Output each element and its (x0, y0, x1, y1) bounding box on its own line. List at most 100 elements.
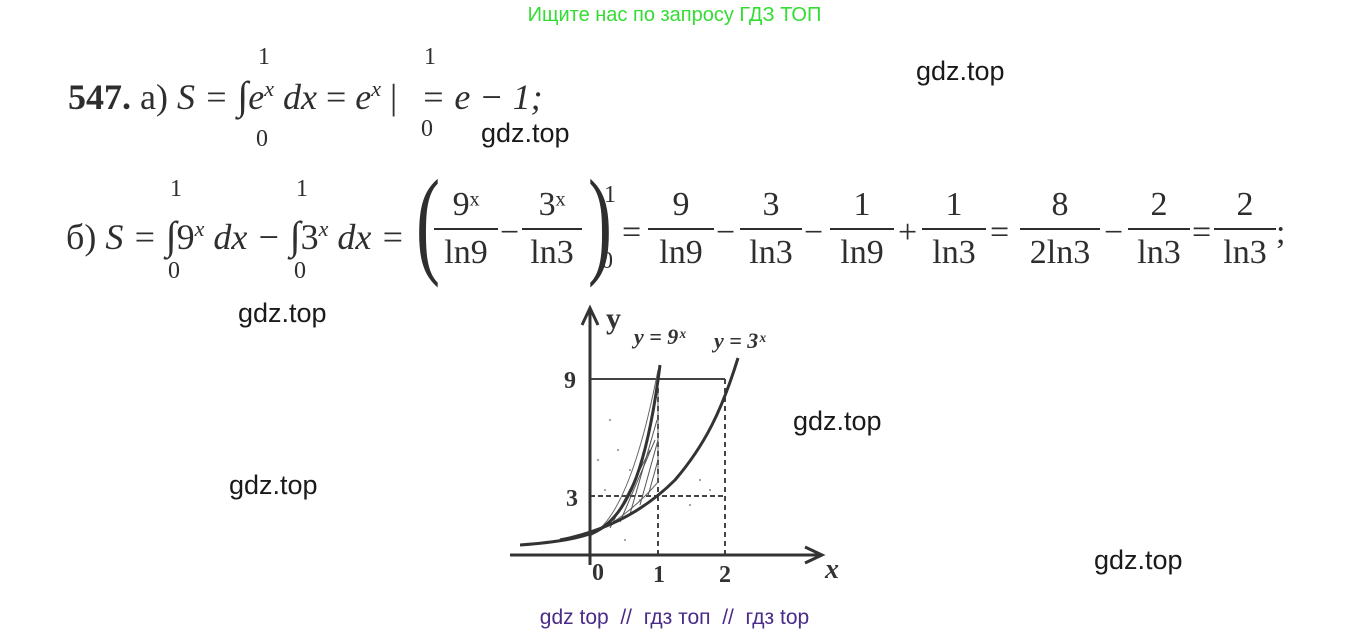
eval-bar: | (604, 214, 611, 247)
fraction: 1 ln3 (922, 186, 986, 272)
left-paren: ( (415, 155, 440, 288)
x-tick-1: 1 (653, 562, 665, 588)
axis-x-label: x (824, 554, 839, 585)
part-b-upper1: 1 (170, 176, 182, 202)
watermark: gdz.top (481, 118, 570, 148)
fraction-denominator: ln3 (932, 234, 976, 271)
fraction-denominator: ln9 (659, 234, 703, 271)
fraction-numerator: 1 (945, 186, 963, 223)
watermark: gdz.top (793, 406, 882, 436)
problem-number: 547. (68, 77, 131, 117)
part-b-dx1: dx − (213, 217, 281, 257)
part-b-sub-upper: 1 (604, 182, 616, 208)
operator: + (898, 214, 918, 251)
problem-line-b: б) S = ∫9x dx − ∫3x dx = (66, 212, 405, 259)
fraction-numerator: 3ˣ (538, 186, 566, 223)
part-a-result: = e − 1; (421, 77, 543, 117)
fraction-bar (522, 228, 582, 230)
fraction-bar (1214, 228, 1276, 230)
fraction-denominator: 2ln3 (1029, 234, 1091, 271)
fraction-bar (434, 228, 498, 230)
part-b-int1-exp: x (194, 216, 205, 241)
fraction-denominator: ln3 (1223, 234, 1267, 271)
fraction-numerator: 3 (762, 186, 780, 223)
y-tick-3: 3 (566, 486, 578, 512)
curve-3x (559, 357, 740, 542)
part-a-label: а) (140, 77, 168, 117)
operator: − (1104, 214, 1124, 251)
right-paren: ) (587, 155, 612, 288)
part-a-lhs: S = (176, 77, 229, 117)
search-banner: Ищите нас по запросу ГДЗ ТОП (527, 4, 822, 26)
fraction-bar (740, 228, 802, 230)
fraction: 2 ln3 (1128, 186, 1190, 272)
integral-sign: ∫ (165, 213, 177, 258)
graph: y x y = 9ˣ y = 3ˣ 9 3 0 1 2 (510, 302, 839, 588)
fraction: 3 ln3 (740, 186, 802, 272)
fraction: 9ˣ ln9 (434, 186, 498, 272)
part-b-label: б) (66, 217, 97, 257)
part-b-int2-exp: x (318, 216, 329, 241)
operator: − (500, 214, 520, 251)
fraction-bar (922, 228, 986, 230)
axis-y-label: y (606, 302, 621, 335)
operator: = (622, 214, 642, 251)
part-b-lower2: 0 (294, 258, 306, 284)
integral-sign: ∫ (289, 213, 301, 258)
operator: = (990, 214, 1010, 251)
fraction-numerator: 2 (1150, 186, 1168, 223)
part-a-dx: dx (282, 77, 317, 117)
part-b-lhs: S = (105, 217, 157, 257)
part-a-sub-upper: 1 (424, 44, 436, 70)
fraction: 9 ln9 (648, 186, 714, 272)
fraction-numerator: 9 (672, 186, 690, 223)
fraction-numerator: 9ˣ (452, 186, 480, 223)
part-b-int2: 3 (300, 217, 319, 257)
eval-bar: | (390, 77, 398, 117)
part-a-eq: = (325, 77, 347, 117)
x-tick-2: 2 (719, 562, 731, 588)
part-a-antideriv-exp: x (371, 76, 382, 101)
y-tick-9: 9 (564, 368, 576, 394)
part-a-sub-lower: 0 (421, 116, 433, 142)
part-b-lower1: 0 (168, 258, 180, 284)
part-a-integrand-exp: x (264, 76, 274, 101)
part-b-dx2: dx = (337, 217, 405, 257)
curve2-label: y = 3ˣ (711, 328, 766, 353)
fraction: 1 ln9 (830, 186, 894, 272)
x-tick-0: 0 (592, 560, 604, 586)
watermark: gdz.top (238, 298, 327, 328)
fraction: 2 ln3 (1214, 186, 1276, 272)
part-a-integrand: e (248, 77, 265, 117)
watermark: gdz.top (229, 470, 318, 500)
operator: = (1192, 214, 1212, 251)
curve1-label: y = 9ˣ (631, 324, 686, 349)
part-b-sub-lower: 0 (601, 248, 613, 274)
part-a-antideriv: e (355, 77, 372, 117)
part-b-upper2: 1 (296, 176, 308, 202)
watermark: gdz.top (916, 56, 1005, 86)
operator: − (716, 214, 736, 251)
shaded-region (589, 369, 659, 537)
fraction-bar (830, 228, 894, 230)
fraction-numerator: 1 (853, 186, 871, 223)
fraction-bar (1020, 228, 1100, 230)
y-axis-arrow (580, 304, 600, 326)
part-b-int1: 9 (176, 217, 195, 257)
fraction-numerator: 8 (1051, 186, 1069, 223)
problem-line-a: 547. а) S = ∫ex dx = ex | = e − 1; (68, 72, 543, 119)
footer-links: gdz top // гдз топ // гдз top (539, 606, 810, 629)
fraction-bar (1128, 228, 1190, 230)
line-end: ; (1276, 214, 1286, 251)
part-a-lower-limit: 0 (256, 126, 268, 152)
fraction-bar (648, 228, 714, 230)
fraction-denominator: ln3 (1137, 234, 1181, 271)
fraction: 8 2ln3 (1020, 186, 1100, 272)
fraction-denominator: ln3 (530, 234, 574, 271)
operator: − (804, 214, 824, 251)
fraction-denominator: ln3 (749, 234, 793, 271)
x-axis-arrow (804, 545, 826, 565)
fraction: 3ˣ ln3 (522, 186, 582, 272)
fraction-denominator: ln9 (444, 234, 488, 271)
fraction-numerator: 2 (1236, 186, 1254, 223)
